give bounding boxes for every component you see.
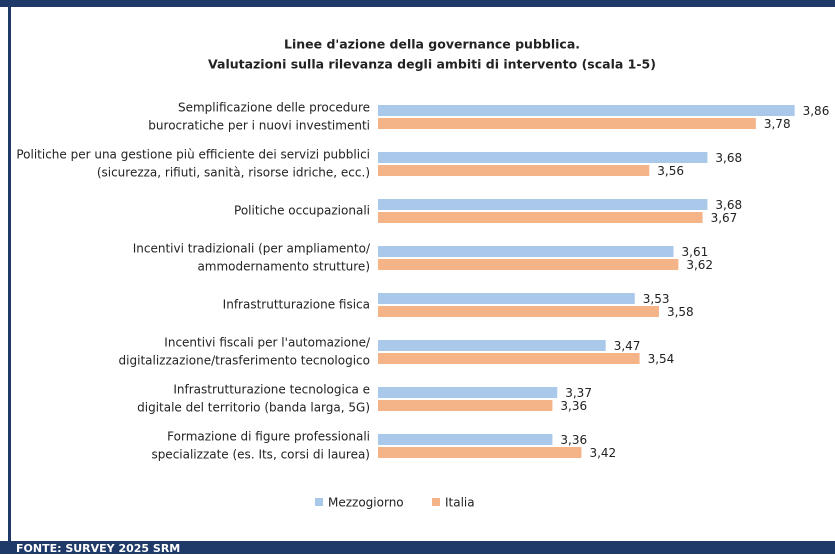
bar [378, 353, 640, 364]
category-label: Incentivi tradizionali (per ampliamento/ [133, 242, 371, 256]
category-label: Politiche per una gestione più efficient… [16, 148, 370, 162]
bar [378, 105, 795, 116]
category-label: ammodernamento strutture) [197, 260, 370, 274]
value-label: 3,86 [803, 104, 830, 118]
category-label: digitale del territorio (banda larga, 5G… [137, 401, 370, 415]
category-label: digitalizzazione/trasferimento tecnologi… [119, 354, 370, 368]
value-label: 3,78 [764, 117, 791, 131]
value-label: 3,56 [657, 164, 684, 178]
value-label: 3,37 [565, 386, 592, 400]
value-label: 3,42 [589, 446, 616, 460]
legend-label: Italia [445, 496, 475, 510]
legend-swatch [432, 498, 440, 506]
footer-band [0, 541, 835, 554]
category-label: burocratiche per i nuovi investimenti [148, 119, 370, 133]
chart-title: Valutazioni sulla rilevanza degli ambiti… [208, 57, 656, 72]
bar [378, 293, 635, 304]
bar [378, 152, 708, 163]
value-label: 3,36 [560, 399, 587, 413]
value-label: 3,58 [667, 305, 694, 319]
bar [378, 212, 703, 223]
category-label: Incentivi fiscali per l'automazione/ [164, 336, 371, 350]
value-label: 3,36 [560, 433, 587, 447]
value-label: 3,54 [648, 352, 675, 366]
bar [378, 340, 606, 351]
legend-label: Mezzogiorno [328, 496, 404, 510]
bar [378, 246, 674, 257]
bar [378, 434, 553, 445]
value-label: 3,61 [682, 245, 709, 259]
top-band [0, 0, 835, 7]
value-label: 3,68 [715, 151, 742, 165]
legend-swatch [315, 498, 323, 506]
category-label: Politiche occupazionali [234, 204, 370, 218]
bar [378, 199, 708, 210]
bar [378, 447, 582, 458]
category-label: Formazione di figure professionali [167, 430, 370, 444]
category-label: specializzate (es. Its, corsi di laurea) [151, 448, 370, 462]
bar [378, 306, 659, 317]
value-label: 3,53 [643, 292, 670, 306]
category-label: Infrastrutturazione fisica [223, 298, 370, 312]
category-label: Infrastrutturazione tecnologica e [173, 383, 370, 397]
category-label: (sicurezza, rifiuti, sanità, risorse idr… [97, 166, 370, 180]
value-label: 3,62 [686, 258, 713, 272]
source: FONTE: SURVEY 2025 SRM [16, 542, 180, 554]
category-label: Semplificazione delle procedure [178, 101, 370, 115]
chart-title: Linee d'azione della governance pubblica… [284, 37, 580, 52]
bar [378, 387, 558, 398]
value-label: 3,68 [715, 198, 742, 212]
left-border [8, 0, 11, 542]
value-label: 3,47 [614, 339, 641, 353]
bar [378, 118, 756, 129]
bar [378, 165, 650, 176]
bar [378, 400, 553, 411]
bar [378, 259, 679, 270]
value-label: 3,67 [711, 211, 738, 225]
